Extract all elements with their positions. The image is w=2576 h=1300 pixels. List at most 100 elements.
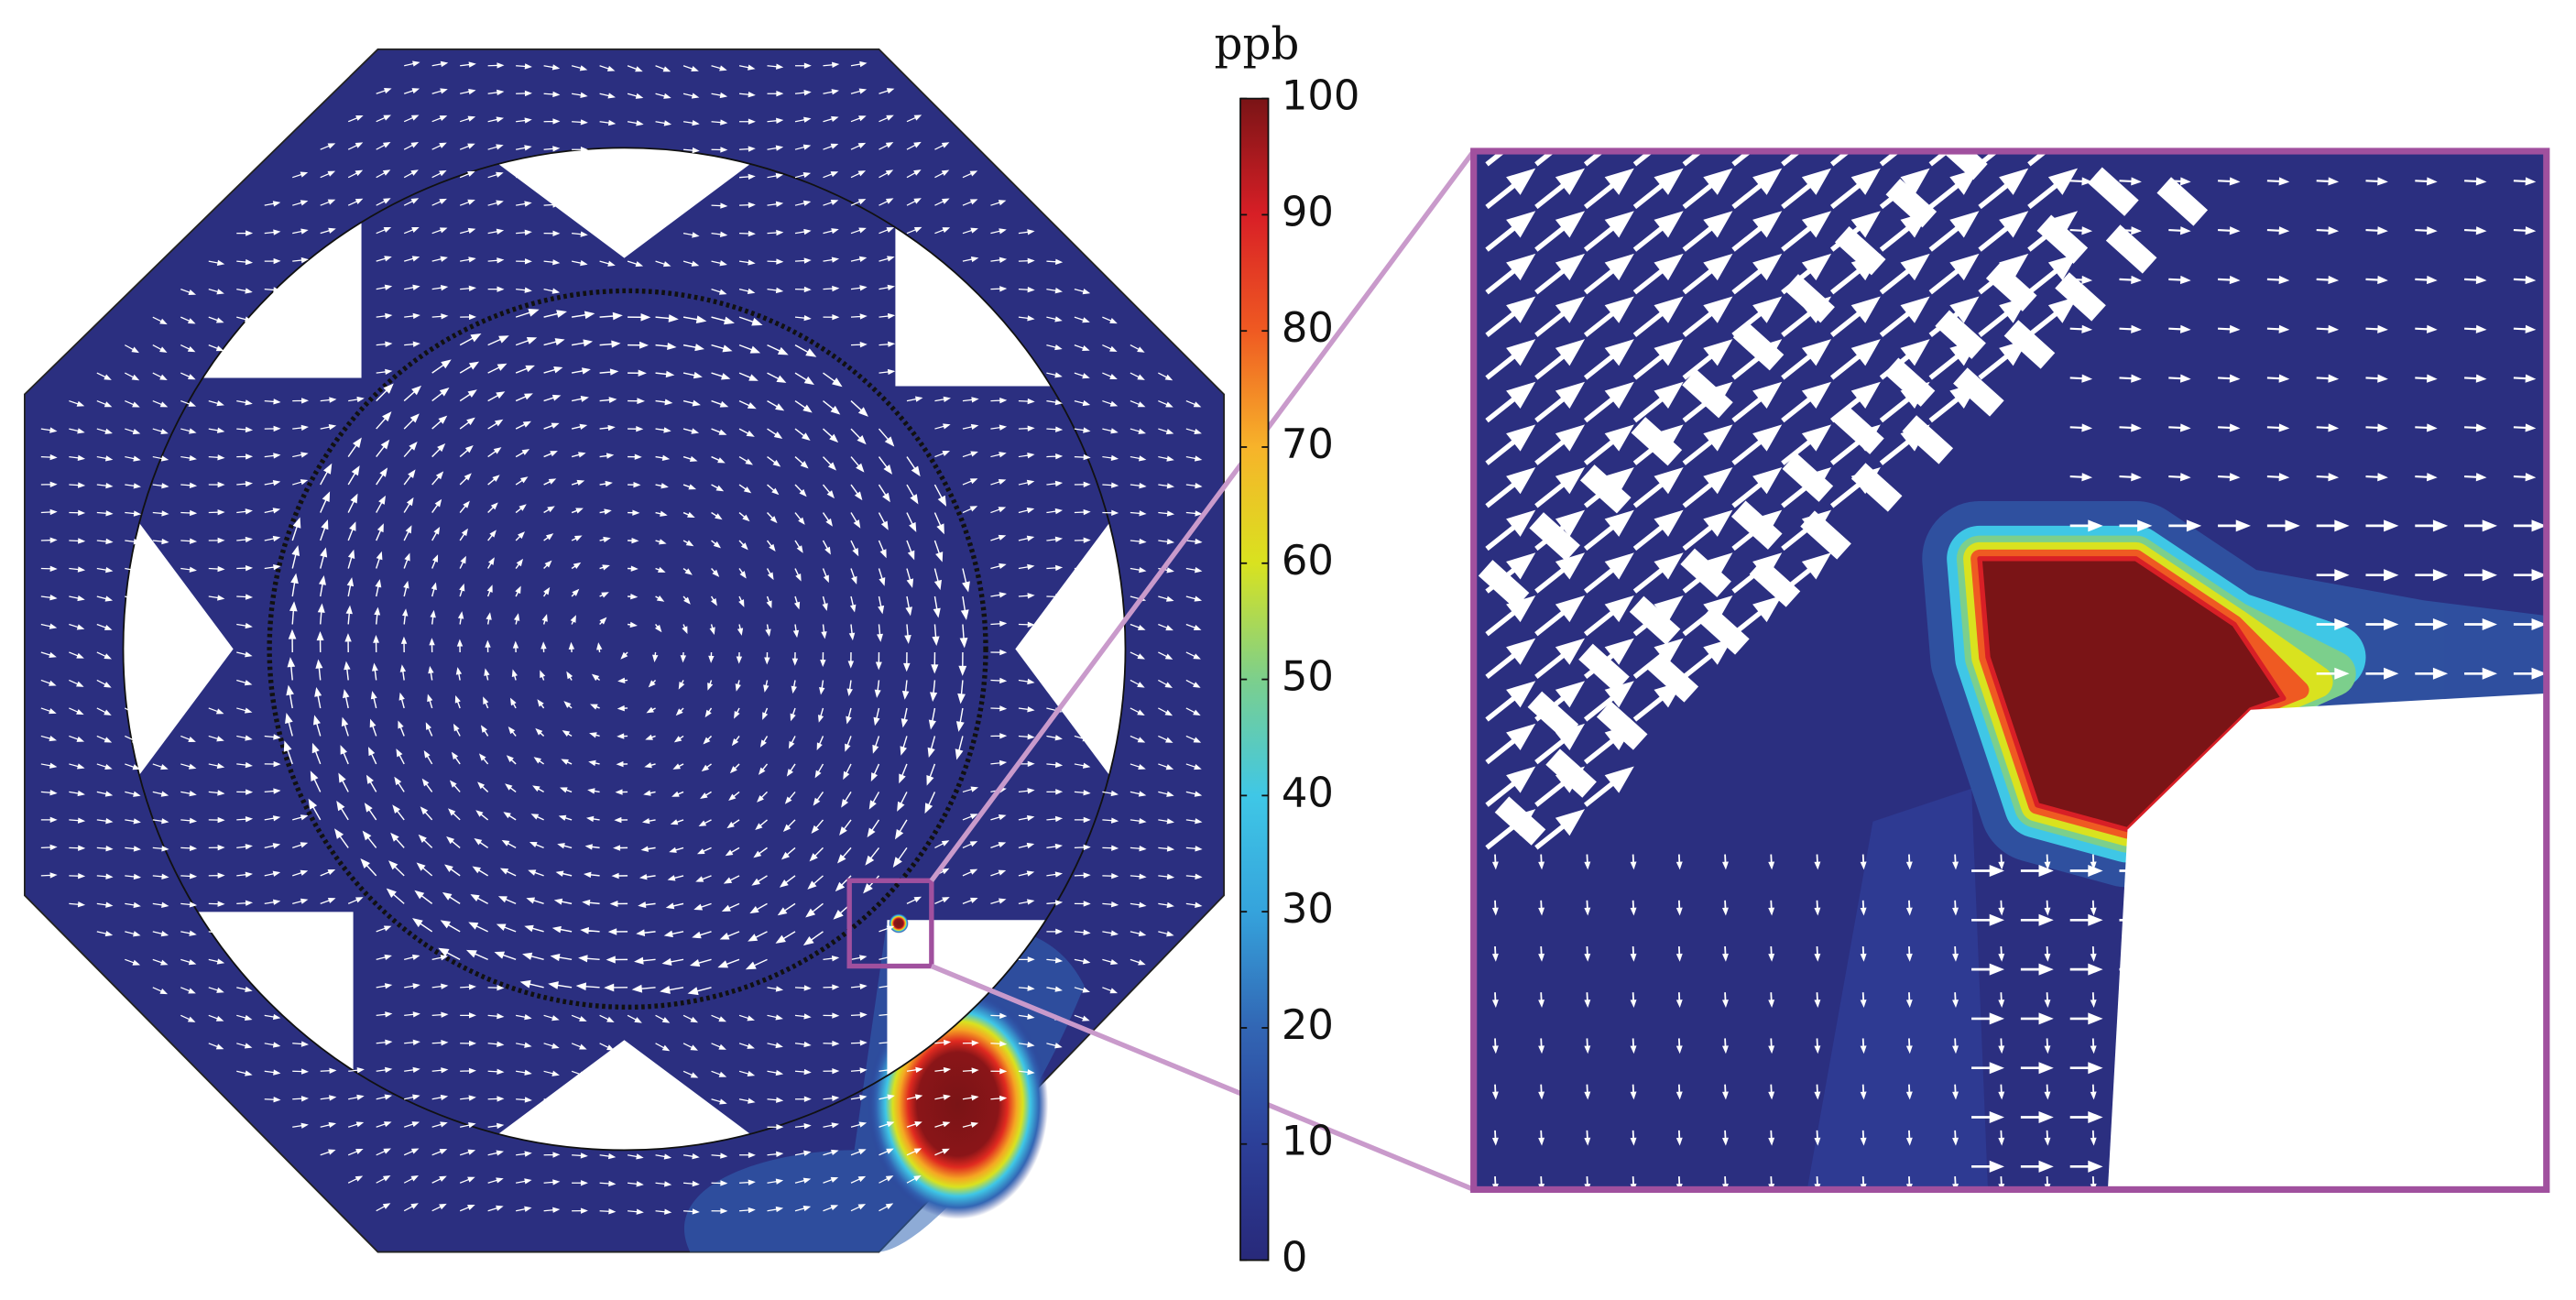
flow-arrow: [1731, 381, 1783, 423]
flow-arrow: [1731, 253, 1783, 295]
flow-arrow: [1630, 900, 1637, 916]
flow-arrow: [738, 1070, 756, 1077]
flow-arrow: [599, 119, 617, 126]
flow-arrow: [738, 173, 756, 180]
flow-arrow: [767, 1151, 784, 1157]
flow-arrow: [1485, 296, 1536, 337]
flow-arrow: [850, 484, 863, 501]
flow-arrow: [1158, 707, 1173, 716]
flow-arrow: [553, 898, 573, 905]
flow-arrow: [847, 651, 855, 669]
flow-arrow: [962, 227, 978, 235]
flow-arrow: [711, 511, 723, 520]
flow-arrow: [543, 202, 561, 208]
flow-arrow: [1485, 723, 1536, 765]
flow-arrow: [347, 521, 356, 541]
flow-arrow: [879, 88, 895, 94]
flow-arrow: [1046, 399, 1064, 406]
flow-arrow: [899, 763, 908, 784]
flow-arrow: [346, 577, 355, 597]
flow-arrow: [906, 141, 922, 150]
flow-arrow: [708, 651, 715, 663]
flow-arrow: [875, 651, 882, 671]
flow-arrow: [990, 507, 1007, 514]
flow-arrow: [125, 901, 141, 909]
flow-arrow: [125, 818, 141, 825]
flow-arrow: [1534, 339, 1586, 380]
flow-arrow: [551, 925, 573, 934]
flow-dash: [1935, 310, 1986, 359]
flow-arrow: [1158, 400, 1173, 408]
flow-arrow: [1102, 454, 1119, 462]
flow-arrow: [599, 508, 612, 515]
flow-arrow: [2365, 667, 2399, 680]
flow-arrow: [934, 840, 950, 848]
flow-arrow: [543, 91, 561, 98]
flow-arrow: [738, 288, 756, 295]
flow-arrow: [906, 198, 922, 206]
flow-arrow: [1971, 1111, 2004, 1124]
flow-arrow: [487, 475, 500, 486]
flow-arrow: [571, 562, 582, 570]
flow-arrow: [591, 673, 601, 682]
flow-arrow: [371, 662, 378, 681]
flow-arrow: [487, 363, 508, 374]
flow-dash: [2088, 167, 2139, 216]
flow-arrow: [711, 1098, 727, 1105]
flow-arrow: [766, 540, 776, 552]
flow-arrow: [767, 201, 784, 207]
flow-arrow: [933, 512, 944, 535]
flow-arrow: [571, 1014, 587, 1021]
flow-arrow: [376, 523, 384, 541]
flow-arrow: [1538, 854, 1545, 870]
flow-arrow: [878, 428, 895, 447]
flow-arrow: [850, 540, 859, 557]
flow-dash: [1937, 150, 1988, 180]
flow-arrow: [487, 171, 504, 179]
flow-arrow: [448, 808, 461, 821]
flow-arrow: [849, 595, 857, 613]
flow-arrow: [264, 760, 281, 768]
flow-arrow: [152, 372, 168, 381]
flow-arrow: [628, 453, 642, 460]
flow-arrow: [460, 285, 476, 292]
flow-arrow: [628, 1208, 644, 1215]
flow-dash: [1782, 453, 1834, 502]
flow-arrow: [933, 540, 944, 563]
flow-arrow: [2316, 423, 2340, 432]
flow-arrow: [794, 1068, 812, 1076]
flow-arrow: [125, 791, 141, 797]
flow-arrow: [879, 1203, 894, 1212]
flow-arrow: [823, 1176, 839, 1184]
flow-arrow: [682, 120, 700, 126]
flow-arrow: [1485, 253, 1536, 295]
flow-arrow: [572, 1207, 588, 1214]
flow-arrow: [675, 707, 684, 716]
flow-arrow: [1905, 900, 1913, 916]
flow-arrow: [2218, 423, 2241, 432]
flow-arrow: [180, 1014, 196, 1022]
flow-arrow: [823, 984, 840, 990]
flow-arrow: [292, 452, 309, 458]
flow-arrow: [655, 93, 671, 99]
flow-arrow: [460, 1012, 476, 1019]
flow-arrow: [767, 1178, 784, 1185]
flow-arrow: [2090, 1038, 2097, 1054]
flow-arrow: [655, 1014, 671, 1023]
flow-arrow: [879, 169, 894, 179]
flow-arrow: [2069, 324, 2093, 333]
flow-arrow: [543, 478, 557, 486]
flow-arrow: [1768, 1084, 1775, 1100]
flow-arrow: [892, 847, 908, 868]
flow-arrow: [655, 454, 671, 461]
flow-arrow: [814, 763, 824, 779]
flow-arrow: [404, 312, 420, 320]
flow-arrow: [1905, 945, 1913, 962]
flow-arrow: [2069, 1012, 2103, 1025]
flow-arrow: [2415, 177, 2438, 186]
flow-arrow: [1158, 428, 1174, 435]
flow-arrow: [599, 65, 616, 71]
small-hotspot: [889, 913, 909, 934]
flow-arrow: [794, 144, 812, 150]
flow-arrow: [2090, 854, 2097, 870]
